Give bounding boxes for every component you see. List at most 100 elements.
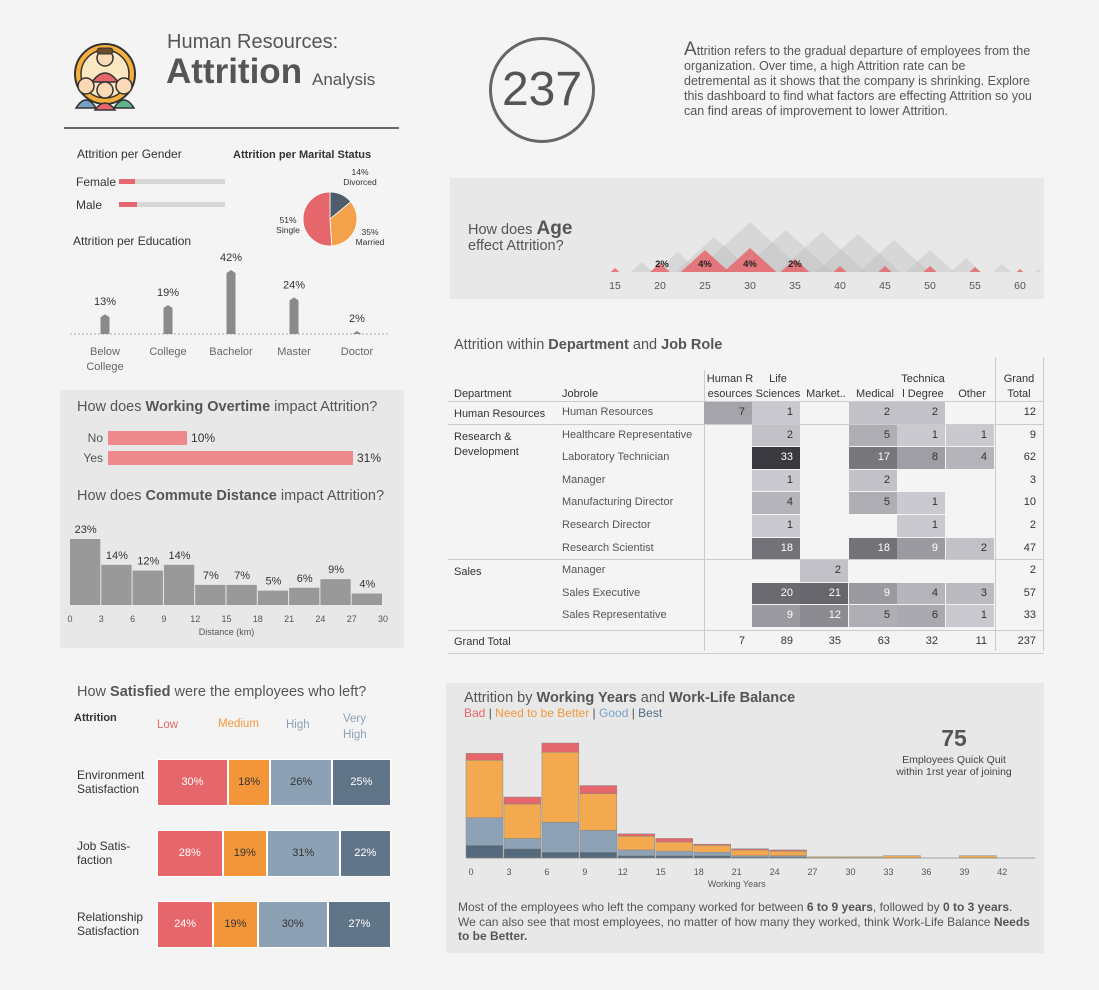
years-bar-segment bbox=[465, 845, 504, 859]
legend-good: Good bbox=[599, 706, 629, 720]
heatmap-cell: 17 bbox=[849, 447, 897, 469]
heatmap-role-label: Sales Executive bbox=[562, 586, 641, 599]
age-total-triangle bbox=[905, 250, 955, 272]
years-bar-segment bbox=[541, 822, 580, 853]
education-bar bbox=[226, 270, 236, 334]
pie-pct-label: 35% bbox=[361, 227, 378, 237]
satisfaction-segment: 25% bbox=[331, 759, 391, 806]
age-total-triangle bbox=[816, 234, 900, 272]
heatmap-department-label-line2: Development bbox=[454, 445, 519, 458]
satisfaction-row-label-line2: faction bbox=[77, 853, 113, 867]
education-category-label: Bachelor bbox=[209, 346, 253, 358]
commute-bar-label: 5% bbox=[265, 576, 281, 588]
heatmap-cell: 33 bbox=[752, 447, 800, 469]
years-note-c: , followed by bbox=[872, 900, 943, 914]
heatmap-bottom-line bbox=[448, 653, 1044, 654]
years-bar-segment bbox=[731, 849, 769, 856]
heatmap-cell: 5 bbox=[849, 492, 897, 514]
heatmap-cell: 1 bbox=[897, 492, 945, 514]
years-title-bold2: Work-Life Balance bbox=[669, 690, 796, 706]
overtime-bar bbox=[108, 451, 353, 465]
heatmap-role-label: Manager bbox=[562, 564, 606, 577]
heatmap-department-separator bbox=[448, 423, 1044, 425]
overtime-title-bold: Working Overtime bbox=[145, 399, 271, 415]
heatmap-cell: 1 bbox=[752, 402, 800, 424]
heatmap-row-total: 9 bbox=[1029, 428, 1036, 441]
heatmap-cell: 4 bbox=[752, 492, 800, 514]
age-attrition-triangle bbox=[1016, 269, 1024, 272]
age-tick: 15 bbox=[609, 280, 621, 292]
age-attrition-triangle bbox=[650, 263, 670, 272]
heatmap-grand-total-cell: 63 bbox=[877, 635, 890, 647]
heatmap-cell: 21 bbox=[800, 582, 848, 605]
gender-bar bbox=[119, 179, 135, 184]
heatmap-grand-total-cell: 32 bbox=[925, 635, 938, 647]
pie-category-label: Single bbox=[276, 225, 300, 235]
heatmap-cell: 4 bbox=[946, 447, 994, 469]
heatmap-cell: 18 bbox=[752, 537, 800, 560]
legend-bad: Bad bbox=[464, 706, 486, 720]
education-bar bbox=[100, 314, 110, 334]
education-bar-label: 24% bbox=[283, 279, 305, 291]
years-bar-segment bbox=[541, 742, 580, 753]
commute-bar bbox=[351, 593, 382, 605]
years-tick: 21 bbox=[732, 867, 742, 877]
heatmap-row-total: 2 bbox=[1029, 564, 1036, 577]
commute-bar bbox=[132, 570, 163, 605]
overtime-category-label: No bbox=[88, 431, 104, 445]
education-category-label: Master bbox=[277, 346, 311, 358]
heatmap-role-label: Healthcare Representative bbox=[562, 428, 693, 441]
heatmap-department-label: Research & bbox=[454, 430, 512, 443]
commute-bar bbox=[226, 584, 257, 605]
age-attrition-triangle bbox=[610, 268, 620, 272]
page-subtitle: Analysis bbox=[312, 70, 376, 89]
heatmap-row-total: 57 bbox=[1023, 586, 1036, 599]
heatmap-cell: 8 bbox=[897, 447, 945, 469]
heatmap-cell: 1 bbox=[946, 605, 994, 627]
description-text: ttrition refers to the gradual departure… bbox=[684, 44, 1032, 118]
years-bar-segment bbox=[769, 849, 807, 852]
satisfaction-segment: 26% bbox=[270, 759, 332, 806]
years-tick: 9 bbox=[582, 867, 587, 877]
education-bar bbox=[289, 297, 299, 334]
age-tick: 25 bbox=[699, 280, 711, 292]
heatmap-title-mid: and bbox=[628, 337, 662, 353]
heatmap-department-separator bbox=[448, 559, 1044, 561]
years-legend: Bad | Need to be Better | Good | Best bbox=[464, 706, 663, 720]
satisfaction-col-attrition: Attrition bbox=[74, 712, 117, 724]
satisfaction-segment: 30% bbox=[257, 901, 328, 948]
pie-pct-label: 14% bbox=[351, 167, 368, 177]
age-data-label: 2% bbox=[788, 259, 802, 270]
heatmap-cell: 20 bbox=[752, 582, 800, 605]
years-bar-segment bbox=[503, 838, 542, 850]
years-bar-segment bbox=[503, 803, 542, 839]
heatmap-role-label: Research Director bbox=[562, 519, 651, 531]
age-tick: 20 bbox=[654, 280, 666, 292]
heatmap-divider bbox=[1043, 357, 1044, 651]
heatmap-role-label: Laboratory Technician bbox=[562, 451, 670, 464]
overtime-bar-label: 10% bbox=[191, 431, 215, 445]
employees-group-icon bbox=[74, 43, 136, 111]
education-bar-chart: 13% Below College 19% College 42% Bachelor 24% M… bbox=[70, 252, 388, 373]
legend-need-better: Need to be Better bbox=[495, 706, 590, 720]
heatmap-role-label: Sales Representative bbox=[562, 609, 667, 622]
heatmap-column-header-line2: esources bbox=[707, 388, 753, 400]
years-bar-segment bbox=[617, 849, 656, 856]
age-total-triangle bbox=[778, 232, 866, 272]
commute-tick: 27 bbox=[347, 614, 357, 624]
heatmap-cell: 2 bbox=[849, 469, 897, 492]
satisfaction-segment: 18% bbox=[227, 759, 271, 806]
years-bar-segment bbox=[579, 793, 618, 831]
heatmap-title: Attrition within Department and Job Role bbox=[454, 337, 722, 353]
years-bar-segment bbox=[579, 785, 618, 794]
satisfaction-segment: 24% bbox=[157, 901, 214, 948]
heatmap-row-total: 33 bbox=[1023, 609, 1036, 622]
heatmap-grand-total-cell: 237 bbox=[1017, 635, 1036, 647]
years-tick: 3 bbox=[506, 867, 511, 877]
satisfaction-title-bold: Satisfied bbox=[110, 684, 171, 700]
years-bar-segment bbox=[465, 817, 504, 846]
age-attrition-triangle bbox=[780, 259, 810, 272]
years-tick: 18 bbox=[694, 867, 704, 877]
header-line1: Human Resources: bbox=[167, 31, 339, 53]
